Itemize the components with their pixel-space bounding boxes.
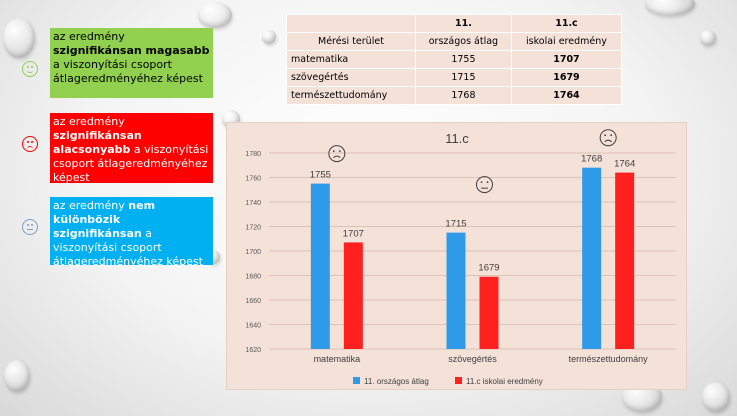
x-tick-label: természettudomány xyxy=(569,354,649,364)
bar xyxy=(310,183,330,349)
face-eye xyxy=(610,134,613,137)
table-cell: 1707 xyxy=(510,50,623,69)
legend-text: a viszonyítási csoport átlageredményéhez… xyxy=(53,143,209,184)
legend-box-neutral: az eredmény nem különbözik szignifikánsa… xyxy=(50,197,213,268)
results-table: 11. 11.c Mérési terület országos átlag i… xyxy=(286,14,623,105)
water-drop-decoration xyxy=(645,0,695,16)
legend-box-higher: az eredmény szignifikánsan magasabb a vi… xyxy=(50,28,213,98)
chart-title: 11.c xyxy=(445,131,469,146)
legend-label: 11. országos átlag xyxy=(364,377,429,386)
water-drop-decoration xyxy=(198,2,232,28)
data-label: 1764 xyxy=(614,159,635,170)
legend-text: az eredmény xyxy=(53,30,125,43)
table-cell: 1768 xyxy=(414,86,512,105)
bar xyxy=(446,232,466,349)
bar-chart: 11.c 1620 1640 1660 1680 1700 1720 1740 1760 178… xyxy=(245,129,676,386)
table-header-cell: 11.c xyxy=(510,14,623,33)
smiley-sad-icon xyxy=(22,136,38,152)
water-drop-decoration xyxy=(262,30,276,44)
table-cell: 1679 xyxy=(510,68,623,87)
table-header-row: 11. 11.c xyxy=(286,14,623,33)
water-drop-decoration xyxy=(3,18,35,58)
table-cell: 1715 xyxy=(414,68,512,87)
face-eye xyxy=(486,181,489,184)
table-header-row: Mérési terület országos átlag iskolai er… xyxy=(286,32,623,51)
legend-label: 11.c iskolai eredmény xyxy=(466,377,543,386)
table-cell: matematika xyxy=(286,50,416,69)
x-tick-label: matematika xyxy=(314,354,361,364)
bar xyxy=(479,276,499,349)
y-tick-label: 1760 xyxy=(245,176,261,183)
table-cell: szövegértés xyxy=(286,68,416,87)
water-drop-decoration xyxy=(4,360,30,392)
y-tick-label: 1680 xyxy=(245,274,261,281)
table-cell: természettudomány xyxy=(286,86,416,105)
legend-box-lower: az eredmény szignifikánsan alacsonyabb a… xyxy=(50,113,213,184)
face-eye xyxy=(338,150,341,153)
table-cell: 1764 xyxy=(510,86,623,105)
data-label: 1679 xyxy=(478,263,499,274)
face-eye xyxy=(604,134,607,137)
chart-area: 11.c 1620 1640 1660 1680 1700 1720 1740 1760 178… xyxy=(226,122,687,390)
table-header-cell: országos átlag xyxy=(414,32,512,51)
bar xyxy=(343,242,363,349)
legend-text: a viszonyítási csoport átlageredményéhez… xyxy=(53,58,203,85)
table-row: természettudomány 1768 1764 xyxy=(286,86,623,105)
y-tick-label: 1660 xyxy=(245,298,261,305)
data-label: 1768 xyxy=(581,154,602,165)
legend-bold-text: szignifikánsan alacsonyabb xyxy=(53,129,142,156)
legend-text: az eredmény xyxy=(53,199,129,212)
sad-face-icon xyxy=(328,145,346,163)
sad-face-icon xyxy=(599,129,617,147)
smiley-happy-icon xyxy=(22,61,38,77)
legend-bold-text: nem különbözik szignifikánsan xyxy=(53,199,156,240)
table-row: szövegértés 1715 1679 xyxy=(286,68,623,87)
x-tick-label: szövegértés xyxy=(448,354,497,364)
data-label: 1715 xyxy=(445,219,466,230)
legend-text: a viszonyítási csoport átlageredményéhez… xyxy=(53,227,203,268)
data-label: 1755 xyxy=(310,170,331,181)
face-eye xyxy=(480,181,483,184)
bar xyxy=(615,172,635,349)
face-mouth xyxy=(604,139,612,143)
water-drop-decoration xyxy=(700,30,716,46)
legend-swatch xyxy=(455,377,462,384)
face-mouth xyxy=(333,155,341,159)
y-tick-label: 1780 xyxy=(245,151,261,158)
table-row: matematika 1755 1707 xyxy=(286,50,623,69)
y-tick-label: 1640 xyxy=(245,323,261,330)
table-header-cell: iskolai eredmény xyxy=(510,32,623,51)
neutral-face-icon xyxy=(476,176,493,194)
water-drop-decoration xyxy=(702,382,730,412)
y-tick-label: 1720 xyxy=(245,225,261,232)
face-eye xyxy=(332,150,335,153)
legend-text: az eredmény xyxy=(53,115,125,128)
legend-swatch xyxy=(353,377,360,384)
y-tick-label: 1740 xyxy=(245,200,261,207)
legend-bold-text: szignifikánsan magasabb xyxy=(53,44,210,57)
table-header-cell xyxy=(286,14,416,33)
smiley-neutral-icon xyxy=(22,219,38,235)
data-label: 1707 xyxy=(343,228,364,239)
y-tick-label: 1620 xyxy=(245,347,261,354)
table-header-cell: 11. xyxy=(414,14,512,33)
table-cell: 1755 xyxy=(414,50,512,69)
bar xyxy=(582,167,602,349)
table-header-cell: Mérési terület xyxy=(286,32,416,51)
y-tick-label: 1700 xyxy=(245,249,261,256)
